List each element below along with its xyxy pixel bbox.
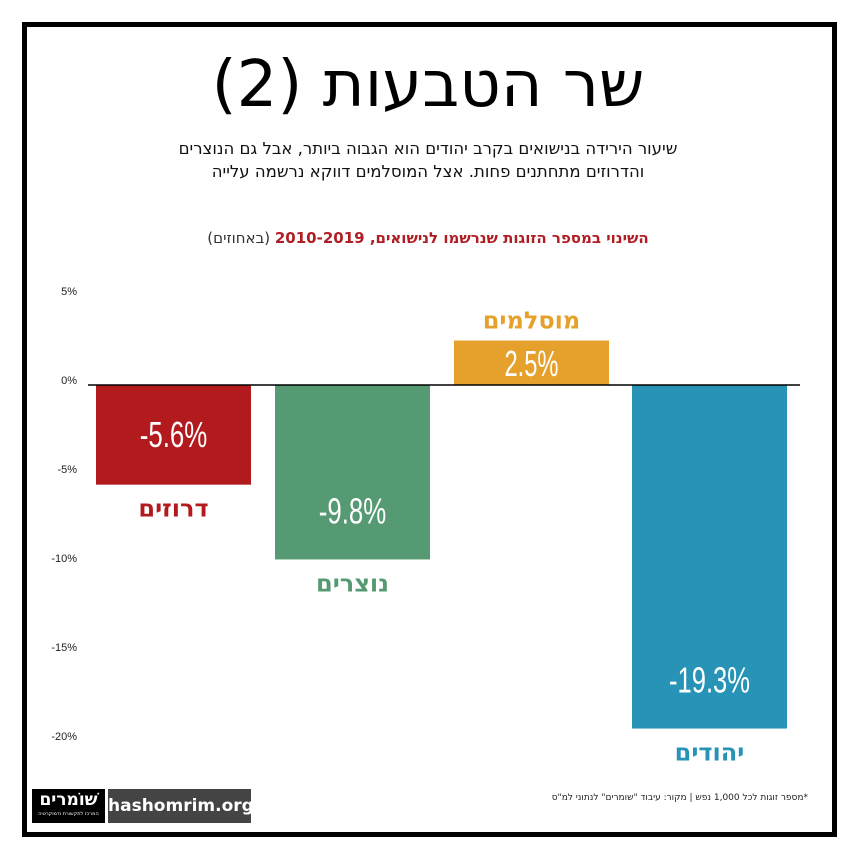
bar-1 <box>96 385 251 485</box>
frame-border <box>22 22 837 837</box>
bar-value-label: -9.8% <box>319 490 387 531</box>
bar-value-label: -5.6% <box>140 414 208 455</box>
logo-tagline: המרכז לתקשורת ודמוקרטיה <box>38 811 99 817</box>
chart-title-highlight: השינוי במספר הזוגות שנרשמו לנישואים, 201… <box>274 229 649 247</box>
y-tick-label: -10% <box>51 553 77 565</box>
bar-value-label: 2.5% <box>505 343 559 384</box>
y-tick-label: -5% <box>57 464 77 476</box>
bar-3 <box>454 340 609 385</box>
bar-2 <box>275 385 430 560</box>
y-tick-label: 5% <box>61 286 77 298</box>
bar-value-label: -19.3% <box>669 660 750 701</box>
chart-title: השינוי במספר הזוגות שנרשמו לנישואים, 201… <box>0 228 856 248</box>
site-link[interactable]: hashomrim.org <box>108 789 254 823</box>
shomrim-logo: שׁוֹמרים המרכז לתקשורת ודמוקרטיה <box>32 789 105 823</box>
subtitle-line-1: שיעור הירידה בנישואים בקרב יהודים הוא הג… <box>178 139 678 158</box>
y-tick-label: -15% <box>51 642 77 654</box>
category-label: יהודים <box>675 739 745 767</box>
bar-4 <box>632 385 787 729</box>
subtitle: שיעור הירידה בנישואים בקרב יהודים הוא הג… <box>70 137 786 183</box>
chart-title-units: (באחוזים) <box>207 229 275 247</box>
category-label: מוסלמים <box>483 307 581 335</box>
category-label: דרוזים <box>138 495 208 523</box>
y-tick-label: 0% <box>61 375 77 387</box>
category-label: נוצרים <box>316 569 389 597</box>
footnote: *מספר זוגות לכל 1,000 נפש | מקור: עיבוד … <box>551 793 808 803</box>
subtitle-line-2: והדרוזים מתחתנים פחות. אצל המוסלמים דווק… <box>211 162 645 181</box>
y-tick-label: -20% <box>51 731 77 743</box>
logo-name: שׁוֹמרים <box>39 790 98 810</box>
page-title: שר הטבעות (2) <box>211 48 645 122</box>
